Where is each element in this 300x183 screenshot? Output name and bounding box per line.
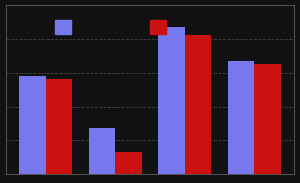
Bar xyxy=(19,76,46,174)
Bar xyxy=(46,79,72,174)
Bar xyxy=(89,128,115,174)
FancyBboxPatch shape xyxy=(55,20,71,34)
FancyBboxPatch shape xyxy=(150,20,166,34)
Bar xyxy=(115,152,142,174)
Bar xyxy=(228,61,254,174)
Bar xyxy=(254,64,281,174)
Bar xyxy=(158,27,185,174)
Bar xyxy=(185,35,211,174)
